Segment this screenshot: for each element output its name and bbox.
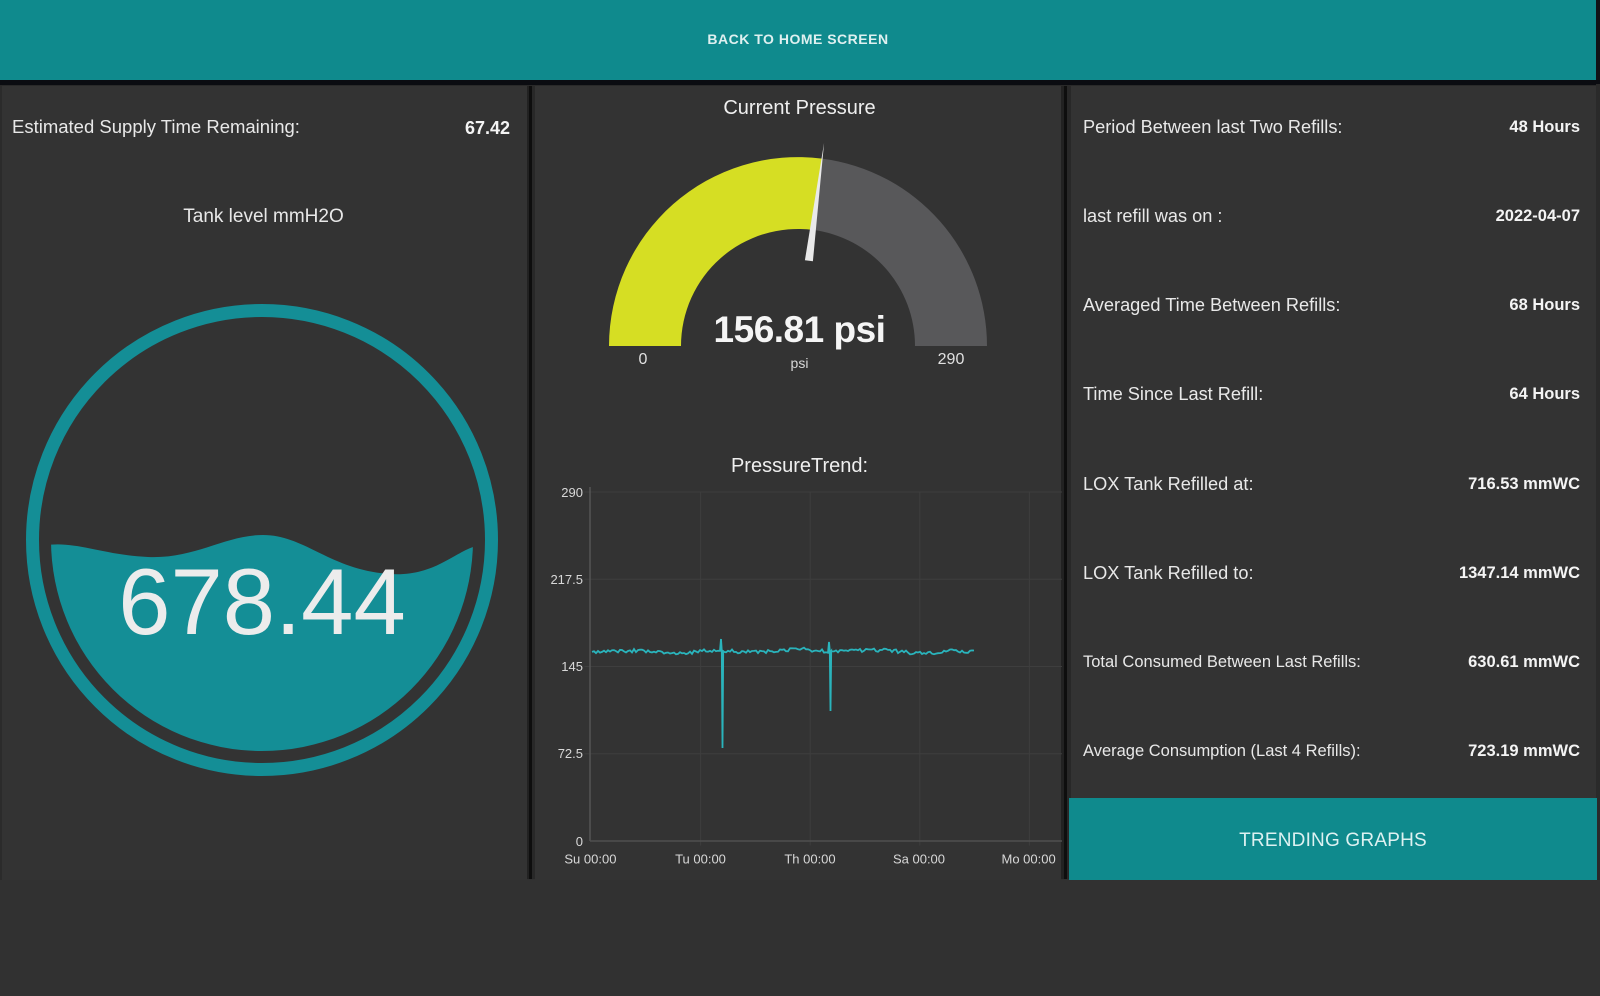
svg-text:Su 00:00: Su 00:00 xyxy=(564,852,616,867)
svg-text:678.44: 678.44 xyxy=(118,549,406,654)
svg-text:Tu 00:00: Tu 00:00 xyxy=(675,852,726,867)
svg-text:Th 00:00: Th 00:00 xyxy=(784,852,835,867)
svg-text:72.5: 72.5 xyxy=(558,746,583,761)
svg-text:145: 145 xyxy=(561,659,583,674)
svg-text:Mo 00:00: Mo 00:00 xyxy=(1001,852,1055,867)
svg-text:290: 290 xyxy=(561,485,583,500)
svg-text:Sa 00:00: Sa 00:00 xyxy=(893,852,945,867)
svg-text:217.5: 217.5 xyxy=(550,572,583,587)
svg-text:0: 0 xyxy=(576,834,583,849)
